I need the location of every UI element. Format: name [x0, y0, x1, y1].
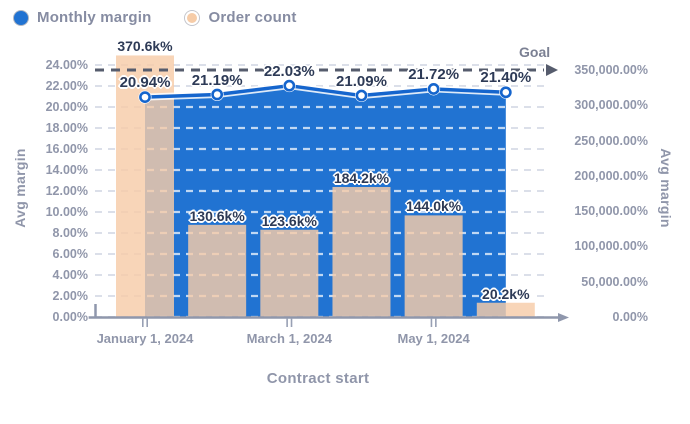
line-marker[interactable]: [499, 86, 512, 99]
y-left-tick-label: 18.00%: [45, 121, 88, 135]
bar-order-count[interactable]: [332, 187, 391, 317]
bar-value-label: 20.2k%: [482, 285, 530, 302]
goal-arrow-icon: [546, 64, 558, 76]
line-point-label: 21.19%: [191, 71, 243, 89]
bar-value-label: 184.2k%: [333, 170, 390, 186]
y-right-tick-label: 100,000.00%: [574, 239, 648, 254]
y-left-tick-label: 10.00%: [45, 205, 88, 219]
monthly-margin-swatch-icon: [14, 10, 28, 25]
line-marker[interactable]: [355, 89, 368, 102]
y-left-tick-label: 8.00%: [52, 226, 88, 240]
y-left-tick-label: 4.00%: [52, 268, 88, 282]
line-marker[interactable]: [427, 83, 440, 95]
y-right-tick-label: 250,000.00%: [574, 133, 648, 148]
x-tick-label: May 1, 2024: [397, 331, 470, 346]
goal-label: Goal: [519, 44, 551, 60]
y-right-tick-label: 300,000.00%: [574, 98, 648, 113]
bar-order-count[interactable]: [404, 215, 463, 317]
x-tick-label: January 1, 2024: [96, 331, 194, 346]
y-left-tick-label: 0.00%: [52, 310, 88, 324]
y-left-tick-label: 12.00%: [45, 184, 88, 198]
y-right-tick-label: 150,000.00%: [574, 204, 648, 219]
line-point-label: 22.03%: [263, 62, 315, 80]
y-right-tick-label: 350,000.00%: [574, 63, 648, 77]
bar-value-label: 123.6k%: [261, 212, 317, 229]
bar-order-count[interactable]: [260, 229, 319, 317]
legend: Monthly margin Order count: [14, 9, 297, 26]
bar-value-label: 370.6k%: [117, 38, 173, 55]
y-left-tick-label: 6.00%: [52, 247, 88, 261]
y-left-tick-label: 22.00%: [45, 79, 88, 93]
y-left-tick-label: 24.00%: [45, 58, 88, 72]
legend-item-monthly-margin[interactable]: Monthly margin: [14, 9, 151, 26]
bar-order-count[interactable]: [188, 224, 247, 317]
line-point-label: 20.94%: [119, 74, 171, 92]
legend-label-monthly-margin: Monthly margin: [37, 9, 152, 26]
line-point-label: 21.40%: [480, 69, 532, 87]
bar-value-label: 130.6k%: [189, 207, 245, 224]
y-right-tick-label: 0.00%: [612, 310, 648, 324]
x-axis-arrow-icon: [558, 313, 569, 322]
y-right-tick-label: 200,000.00%: [574, 168, 648, 183]
monthly-margin-line: [143, 83, 508, 99]
y-left-tick-label: 14.00%: [45, 163, 88, 177]
legend-item-order-count[interactable]: Order count: [185, 9, 296, 26]
line-point-label: 21.72%: [408, 65, 460, 83]
bar-value-label: 144.0k%: [405, 198, 462, 215]
bar-order-count[interactable]: [476, 302, 535, 317]
line-marker[interactable]: [283, 79, 296, 92]
y-left-tick-label: 2.00%: [52, 289, 88, 303]
line-marker[interactable]: [211, 88, 224, 101]
line-point-label: 21.09%: [336, 72, 387, 90]
y-right-tick-label: 50,000.00%: [581, 274, 648, 289]
x-tick-label: March 1, 2024: [246, 331, 332, 346]
line-marker[interactable]: [139, 91, 151, 104]
x-axis-title: Contract start: [266, 370, 370, 387]
y-left-tick-label: 16.00%: [45, 142, 88, 156]
legend-label-order-count: Order count: [208, 9, 297, 26]
y-left-tick-label: 20.00%: [45, 100, 88, 114]
order-count-swatch-icon: [185, 10, 200, 25]
